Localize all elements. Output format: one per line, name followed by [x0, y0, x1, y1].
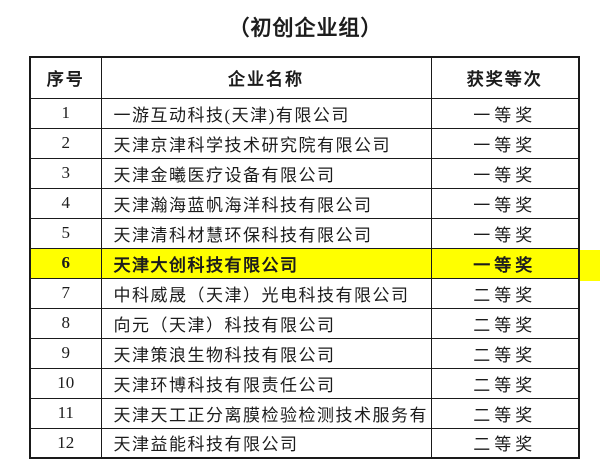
award-cell: 一等奖 — [430, 217, 580, 249]
row-number-cell: 1 — [29, 97, 102, 129]
award-cell: 二等奖 — [430, 367, 580, 399]
award-cell: 二等奖 — [430, 427, 580, 459]
company-name-cell: 天津清科材慧环保科技有限公司 — [100, 217, 432, 249]
table-row: 4 天津瀚海蓝帆海洋科技有限公司 一等奖 — [29, 187, 580, 219]
company-name-cell: 向元（天津）科技有限公司 — [100, 307, 432, 339]
row-number-cell: 2 — [29, 127, 102, 159]
row-highlight-overflow — [580, 250, 600, 281]
row-number-cell: 7 — [29, 277, 102, 309]
award-cell: 一等奖 — [430, 157, 580, 189]
award-cell: 一等奖 — [430, 187, 580, 219]
award-cell: 一等奖 — [430, 127, 580, 159]
row-number-cell: 9 — [29, 337, 102, 369]
company-name-cell: 天津益能科技有限公司 — [100, 427, 432, 459]
row-number-cell: 11 — [29, 397, 102, 429]
header-cell-no: 序号 — [29, 56, 102, 99]
company-name-cell: 天津环博科技有限责任公司 — [100, 367, 432, 399]
table-row: 9 天津策浪生物科技有限公司 二等奖 — [29, 337, 580, 369]
award-cell: 一等奖 — [430, 247, 580, 279]
company-name-cell: 天津天工正分离膜检验检测技术服务有 — [100, 397, 432, 429]
row-number-cell: 4 — [29, 187, 102, 219]
table-body: 1 一游互动科技(天津)有限公司 一等奖 2 天津京津科学技术研究院有限公司 一… — [29, 97, 580, 459]
table-row: 3 天津金曦医疗设备有限公司 一等奖 — [29, 157, 580, 189]
row-number-cell: 3 — [29, 157, 102, 189]
table-row: 11 天津天工正分离膜检验检测技术服务有 二等奖 — [29, 397, 580, 429]
company-name-cell: 一游互动科技(天津)有限公司 — [100, 97, 432, 129]
award-cell: 二等奖 — [430, 337, 580, 369]
table-row: 10 天津环博科技有限责任公司 二等奖 — [29, 367, 580, 399]
company-name-cell: 天津瀚海蓝帆海洋科技有限公司 — [100, 187, 432, 219]
award-table: 序号 企业名称 获奖等次 1 一游互动科技(天津)有限公司 一等奖 2 天津京津… — [29, 56, 580, 459]
company-name-cell: 天津策浪生物科技有限公司 — [100, 337, 432, 369]
table-header: 序号 企业名称 获奖等次 — [29, 56, 580, 99]
header-cell-company: 企业名称 — [100, 56, 432, 99]
table-row: 2 天津京津科学技术研究院有限公司 一等奖 — [29, 127, 580, 159]
header-row: 序号 企业名称 获奖等次 — [29, 56, 580, 99]
table-row: 12 天津益能科技有限公司 二等奖 — [29, 427, 580, 459]
company-name-cell: 天津大创科技有限公司 — [100, 247, 432, 279]
row-number-cell: 10 — [29, 367, 102, 399]
table-row: 8 向元（天津）科技有限公司 二等奖 — [29, 307, 580, 339]
header-cell-award: 获奖等次 — [430, 56, 580, 99]
award-cell: 二等奖 — [430, 307, 580, 339]
company-name-cell: 天津金曦医疗设备有限公司 — [100, 157, 432, 189]
row-number-cell: 8 — [29, 307, 102, 339]
row-number-cell: 12 — [29, 427, 102, 459]
award-cell: 二等奖 — [430, 397, 580, 429]
award-cell: 二等奖 — [430, 277, 580, 309]
table-row-highlighted: 6 天津大创科技有限公司 一等奖 — [29, 247, 580, 279]
table-row: 1 一游互动科技(天津)有限公司 一等奖 — [29, 97, 580, 129]
table-row: 7 中科威晟（天津）光电科技有限公司 二等奖 — [29, 277, 580, 309]
page-title: （初创企业组） — [228, 16, 383, 40]
award-cell: 一等奖 — [430, 97, 580, 129]
row-number-cell: 5 — [29, 217, 102, 249]
row-number-cell: 6 — [29, 247, 102, 279]
table-row: 5 天津清科材慧环保科技有限公司 一等奖 — [29, 217, 580, 249]
company-name-cell: 天津京津科学技术研究院有限公司 — [100, 127, 432, 159]
company-name-cell: 中科威晟（天津）光电科技有限公司 — [100, 277, 432, 309]
